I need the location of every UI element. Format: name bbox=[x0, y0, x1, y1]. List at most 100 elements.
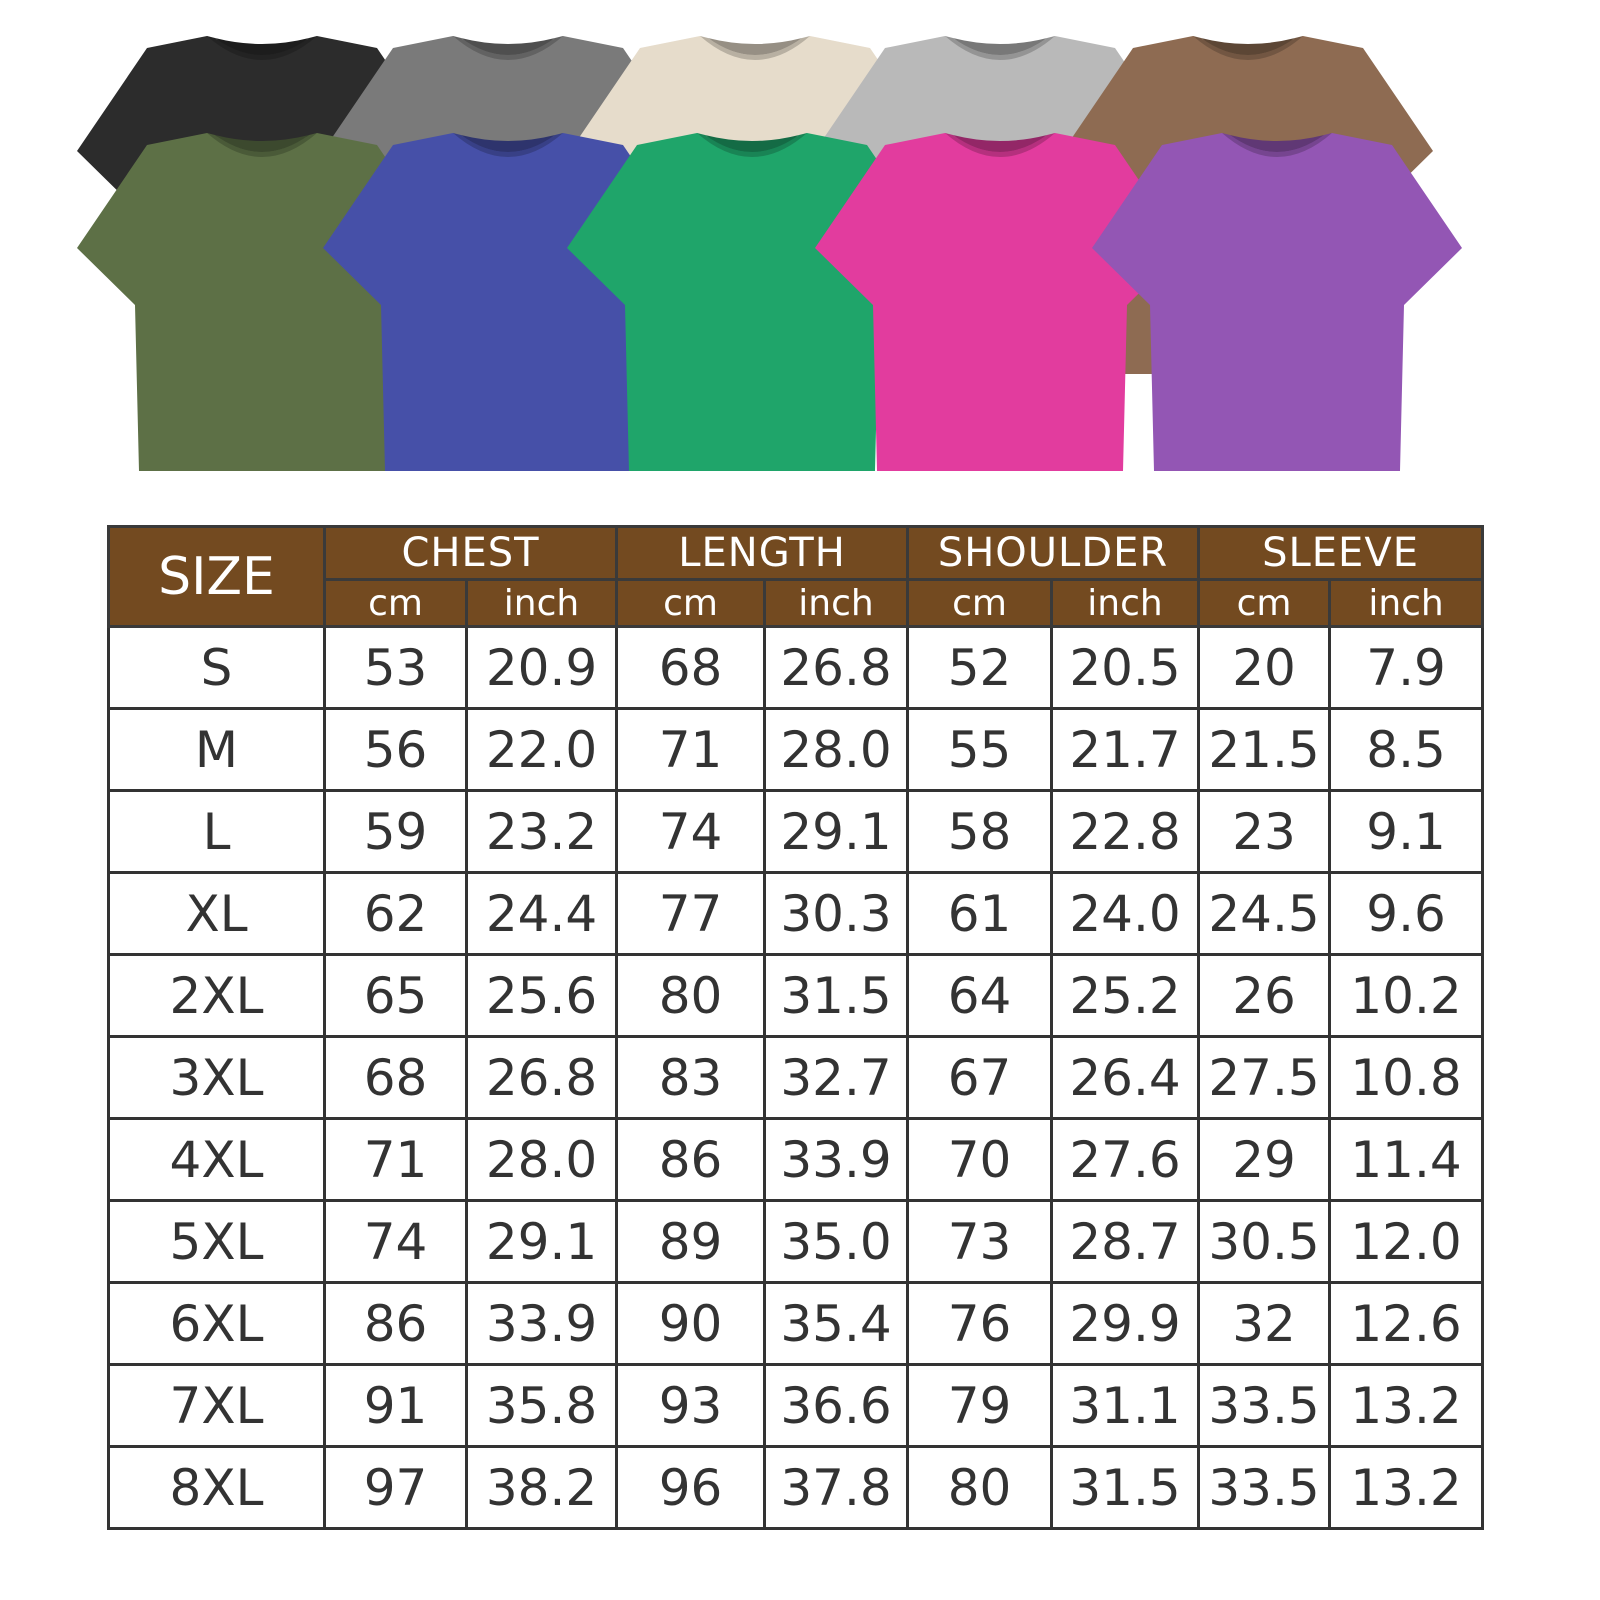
measurement-cell: 24.4 bbox=[464, 871, 619, 956]
measurement-cell: 89 bbox=[615, 1199, 767, 1284]
table-row: S 53 20.9 68 26.8 52 20.5 20 7.9 bbox=[107, 625, 1485, 710]
shoulder-header: SHOULDER bbox=[906, 525, 1201, 581]
table-row: 5XL 74 29.1 89 35.0 73 28.7 30.5 12.0 bbox=[107, 1199, 1485, 1284]
measurement-cell: 68 bbox=[615, 625, 767, 710]
length-header: LENGTH bbox=[615, 525, 910, 581]
measurement-cell: 20.5 bbox=[1050, 625, 1201, 710]
measurement-cell: 22.8 bbox=[1050, 789, 1201, 874]
unit-header-cm: cm bbox=[1197, 578, 1331, 628]
measurement-cell: 23 bbox=[1197, 789, 1332, 874]
measurement-cell: 68 bbox=[323, 1035, 468, 1120]
measurement-cell: 96 bbox=[615, 1445, 767, 1530]
size-cell: 6XL bbox=[107, 1281, 326, 1366]
unit-header-cm: cm bbox=[615, 578, 766, 628]
size-cell: S bbox=[107, 625, 326, 710]
measurement-cell: 29.1 bbox=[464, 1199, 619, 1284]
table-row: 4XL 71 28.0 86 33.9 70 27.6 29 11.4 bbox=[107, 1117, 1485, 1202]
measurement-cell: 31.5 bbox=[1050, 1445, 1201, 1530]
table-row: 8XL 97 38.2 96 37.8 80 31.5 33.5 13.2 bbox=[107, 1445, 1485, 1530]
measurement-cell: 64 bbox=[906, 953, 1054, 1038]
measurement-cell: 91 bbox=[323, 1363, 468, 1448]
measurement-cell: 12.6 bbox=[1328, 1281, 1485, 1366]
unit-header-cm: cm bbox=[906, 578, 1053, 628]
measurement-cell: 73 bbox=[906, 1199, 1054, 1284]
size-cell: L bbox=[107, 789, 326, 874]
measurement-cell: 29.9 bbox=[1050, 1281, 1201, 1366]
table-row: 3XL 68 26.8 83 32.7 67 26.4 27.5 10.8 bbox=[107, 1035, 1485, 1120]
measurement-cell: 33.9 bbox=[464, 1281, 619, 1366]
table-row: 7XL 91 35.8 93 36.6 79 31.1 33.5 13.2 bbox=[107, 1363, 1485, 1448]
measurement-cell: 61 bbox=[906, 871, 1054, 956]
measurement-cell: 56 bbox=[323, 707, 468, 792]
measurement-cell: 58 bbox=[906, 789, 1054, 874]
measurement-cell: 32 bbox=[1197, 1281, 1332, 1366]
size-cell: 8XL bbox=[107, 1445, 326, 1530]
measurement-cell: 20 bbox=[1197, 625, 1332, 710]
measurement-cell: 31.1 bbox=[1050, 1363, 1201, 1448]
measurement-cell: 30.5 bbox=[1197, 1199, 1332, 1284]
measurement-cell: 90 bbox=[615, 1281, 767, 1366]
measurement-cell: 24.5 bbox=[1197, 871, 1332, 956]
measurement-cell: 35.0 bbox=[763, 1199, 910, 1284]
tshirt-pink bbox=[815, 133, 1185, 471]
measurement-cell: 38.2 bbox=[464, 1445, 619, 1530]
measurement-cell: 10.8 bbox=[1328, 1035, 1485, 1120]
measurement-cell: 33.9 bbox=[763, 1117, 910, 1202]
measurement-cell: 20.9 bbox=[464, 625, 619, 710]
measurement-cell: 24.0 bbox=[1050, 871, 1201, 956]
measurement-cell: 67 bbox=[906, 1035, 1054, 1120]
measurement-cell: 28.0 bbox=[763, 707, 910, 792]
measurement-cell: 26.8 bbox=[464, 1035, 619, 1120]
measurement-cell: 79 bbox=[906, 1363, 1054, 1448]
measurement-cell: 9.1 bbox=[1328, 789, 1485, 874]
measurement-cell: 36.6 bbox=[763, 1363, 910, 1448]
measurement-cell: 59 bbox=[323, 789, 468, 874]
tshirt-color-swatches bbox=[77, 36, 1462, 471]
measurement-cell: 33.5 bbox=[1197, 1445, 1332, 1530]
size-cell: 5XL bbox=[107, 1199, 326, 1284]
table-row: 2XL 65 25.6 80 31.5 64 25.2 26 10.2 bbox=[107, 953, 1485, 1038]
measurement-cell: 65 bbox=[323, 953, 468, 1038]
unit-header-inch: inch bbox=[1050, 578, 1201, 628]
unit-header-inch: inch bbox=[464, 578, 619, 628]
measurement-cell: 76 bbox=[906, 1281, 1054, 1366]
measurement-cell: 71 bbox=[615, 707, 767, 792]
measurement-cell: 30.3 bbox=[763, 871, 910, 956]
measurement-cell: 22.0 bbox=[464, 707, 619, 792]
measurement-cell: 37.8 bbox=[763, 1445, 910, 1530]
unit-header-inch: inch bbox=[763, 578, 910, 628]
measurement-cell: 21.5 bbox=[1197, 707, 1332, 792]
measurement-cell: 7.9 bbox=[1328, 625, 1485, 710]
chest-header: CHEST bbox=[322, 525, 619, 581]
measurement-cell: 29.1 bbox=[763, 789, 910, 874]
measurement-cell: 25.6 bbox=[464, 953, 619, 1038]
measurement-cell: 83 bbox=[615, 1035, 767, 1120]
unit-header-cm: cm bbox=[323, 578, 467, 628]
measurement-cell: 52 bbox=[906, 625, 1054, 710]
measurement-cell: 93 bbox=[615, 1363, 767, 1448]
measurement-cell: 77 bbox=[615, 871, 767, 956]
size-cell: 4XL bbox=[107, 1117, 326, 1202]
tshirt-purple bbox=[1092, 133, 1462, 471]
measurement-cell: 13.2 bbox=[1328, 1363, 1485, 1448]
measurement-cell: 35.4 bbox=[763, 1281, 910, 1366]
sleeve-header: SLEEVE bbox=[1197, 525, 1485, 581]
unit-header-inch: inch bbox=[1328, 578, 1485, 628]
measurement-cell: 26.8 bbox=[763, 625, 910, 710]
size-chart-table: SIZE CHEST LENGTH SHOULDER SLEEVE cm inch… bbox=[107, 525, 1485, 1530]
measurement-cell: 62 bbox=[323, 871, 468, 956]
measurement-cell: 27.6 bbox=[1050, 1117, 1201, 1202]
measurement-cell: 29 bbox=[1197, 1117, 1332, 1202]
size-cell: 7XL bbox=[107, 1363, 326, 1448]
measurement-cell: 74 bbox=[615, 789, 767, 874]
measurement-cell: 53 bbox=[323, 625, 468, 710]
measurement-cell: 10.2 bbox=[1328, 953, 1485, 1038]
measurement-cell: 21.7 bbox=[1050, 707, 1201, 792]
table-row: 6XL 86 33.9 90 35.4 76 29.9 32 12.6 bbox=[107, 1281, 1485, 1366]
measurement-cell: 11.4 bbox=[1328, 1117, 1485, 1202]
size-cell: M bbox=[107, 707, 326, 792]
measurement-cell: 33.5 bbox=[1197, 1363, 1332, 1448]
measurement-cell: 71 bbox=[323, 1117, 468, 1202]
size-cell: 3XL bbox=[107, 1035, 326, 1120]
measurement-cell: 74 bbox=[323, 1199, 468, 1284]
